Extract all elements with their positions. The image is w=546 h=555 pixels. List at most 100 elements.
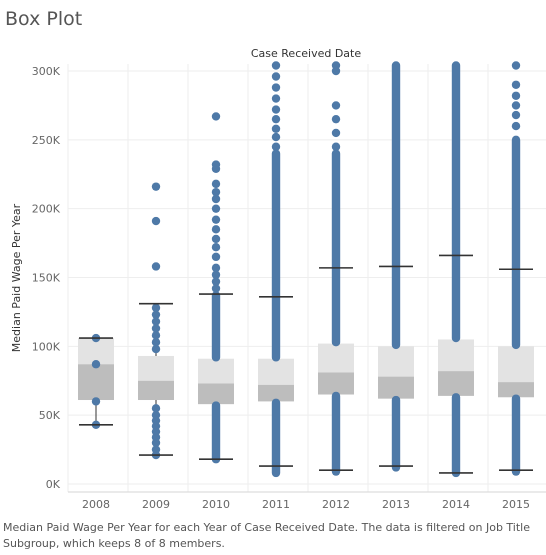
outlier-point	[271, 94, 281, 103]
y-tick-label: 250K	[32, 134, 61, 147]
box-lower-quartile	[78, 364, 114, 401]
outlier-band	[451, 393, 461, 478]
outlier-point	[511, 121, 521, 131]
outlier-point	[271, 114, 281, 124]
outlier-point	[211, 270, 221, 279]
outlier-point	[211, 284, 221, 293]
box-layer	[78, 61, 534, 478]
outlier-band	[331, 149, 341, 347]
y-tick-label: 200K	[32, 203, 61, 216]
chart-caption: Median Paid Wage Per Year for each Year …	[3, 521, 531, 550]
box-upper-quartile	[78, 338, 114, 365]
box-upper-quartile	[318, 343, 354, 373]
outlier-point	[211, 277, 221, 286]
box-lower-quartile	[378, 376, 414, 399]
y-tick-label: 300K	[32, 65, 61, 78]
box-upper-quartile	[438, 339, 474, 372]
outlier-point	[331, 101, 341, 110]
outlier-point	[211, 263, 221, 273]
outlier-point	[151, 445, 161, 454]
outlier-point	[511, 110, 521, 120]
outlier-point	[211, 243, 221, 252]
outlier-band	[211, 291, 221, 362]
outlier-point	[271, 61, 281, 70]
box-lower-quartile	[498, 382, 534, 398]
outlier-point	[331, 61, 341, 70]
box-lower-quartile	[318, 372, 354, 395]
box-upper-quartile	[198, 358, 234, 384]
box-2014	[438, 61, 474, 478]
outlier-point	[151, 344, 161, 354]
outlier-band	[271, 398, 281, 478]
box-2011	[258, 61, 294, 478]
outlier-point	[151, 324, 161, 333]
outlier-point	[211, 112, 221, 121]
outlier-point	[331, 128, 341, 138]
outlier-band	[511, 135, 521, 350]
outlier-point	[151, 331, 161, 340]
x-tick-label: 2008	[82, 498, 110, 511]
outlier-point	[151, 404, 161, 413]
box-2012	[318, 61, 354, 476]
box-2010	[198, 112, 234, 464]
outlier-point	[151, 317, 161, 326]
outlier-point	[271, 105, 281, 114]
outlier-point	[91, 360, 101, 369]
outlier-band	[391, 61, 401, 350]
box-2013	[378, 61, 414, 472]
outlier-point	[211, 204, 221, 213]
outlier-point	[211, 225, 221, 234]
outlier-point	[151, 310, 161, 319]
outlier-band	[271, 149, 281, 362]
outlier-point	[211, 252, 221, 262]
x-axis-header: Case Received Date	[251, 47, 361, 60]
box-lower-quartile	[198, 383, 234, 405]
outlier-point	[331, 114, 341, 124]
box-plot-chart: Case Received Date Median Paid Wage Per …	[10, 47, 546, 511]
outlier-point	[271, 142, 281, 151]
outlier-point	[211, 187, 221, 197]
x-tick-label: 2012	[322, 498, 350, 511]
y-axis-title: Median Paid Wage Per Year	[10, 203, 23, 352]
outlier-point	[511, 101, 521, 110]
outlier-point	[151, 410, 161, 420]
box-lower-quartile	[258, 384, 294, 402]
x-axis-ticks: 2008 2009 2010 2011 2012 2013 2014 2015	[82, 498, 530, 511]
outlier-point	[151, 262, 161, 271]
outlier-band	[451, 61, 461, 343]
box-2008	[78, 333, 114, 430]
box-2009	[138, 182, 174, 460]
outlier-point	[151, 182, 161, 191]
outlier-point	[271, 72, 281, 81]
box-2015	[498, 61, 534, 476]
outlier-point	[511, 91, 521, 100]
outlier-point	[151, 338, 161, 347]
outlier-point	[511, 80, 521, 89]
x-tick-label: 2013	[382, 498, 410, 511]
outlier-point	[151, 303, 161, 312]
outlier-point	[211, 160, 221, 169]
outlier-band	[391, 395, 401, 472]
outlier-point	[511, 61, 521, 70]
outlier-point	[91, 397, 101, 406]
x-tick-label: 2011	[262, 498, 290, 511]
y-tick-label: 50K	[39, 409, 61, 422]
sheet-title: Box Plot	[5, 8, 83, 30]
x-tick-label: 2009	[142, 498, 170, 511]
outlier-band	[511, 394, 521, 476]
outlier-point	[211, 194, 221, 204]
outlier-point	[151, 216, 161, 226]
x-tick-label: 2010	[202, 498, 230, 511]
outlier-point	[271, 83, 281, 92]
y-tick-label: 150K	[32, 272, 61, 285]
outlier-band	[211, 401, 221, 464]
x-tick-label: 2014	[442, 498, 470, 511]
outlier-point	[211, 215, 221, 224]
box-lower-quartile	[438, 371, 474, 396]
outlier-point	[331, 142, 341, 151]
box-upper-quartile	[498, 346, 534, 383]
y-tick-label: 0K	[46, 478, 61, 491]
box-upper-quartile	[138, 355, 174, 381]
box-upper-quartile	[378, 346, 414, 377]
outlier-point	[271, 124, 281, 134]
